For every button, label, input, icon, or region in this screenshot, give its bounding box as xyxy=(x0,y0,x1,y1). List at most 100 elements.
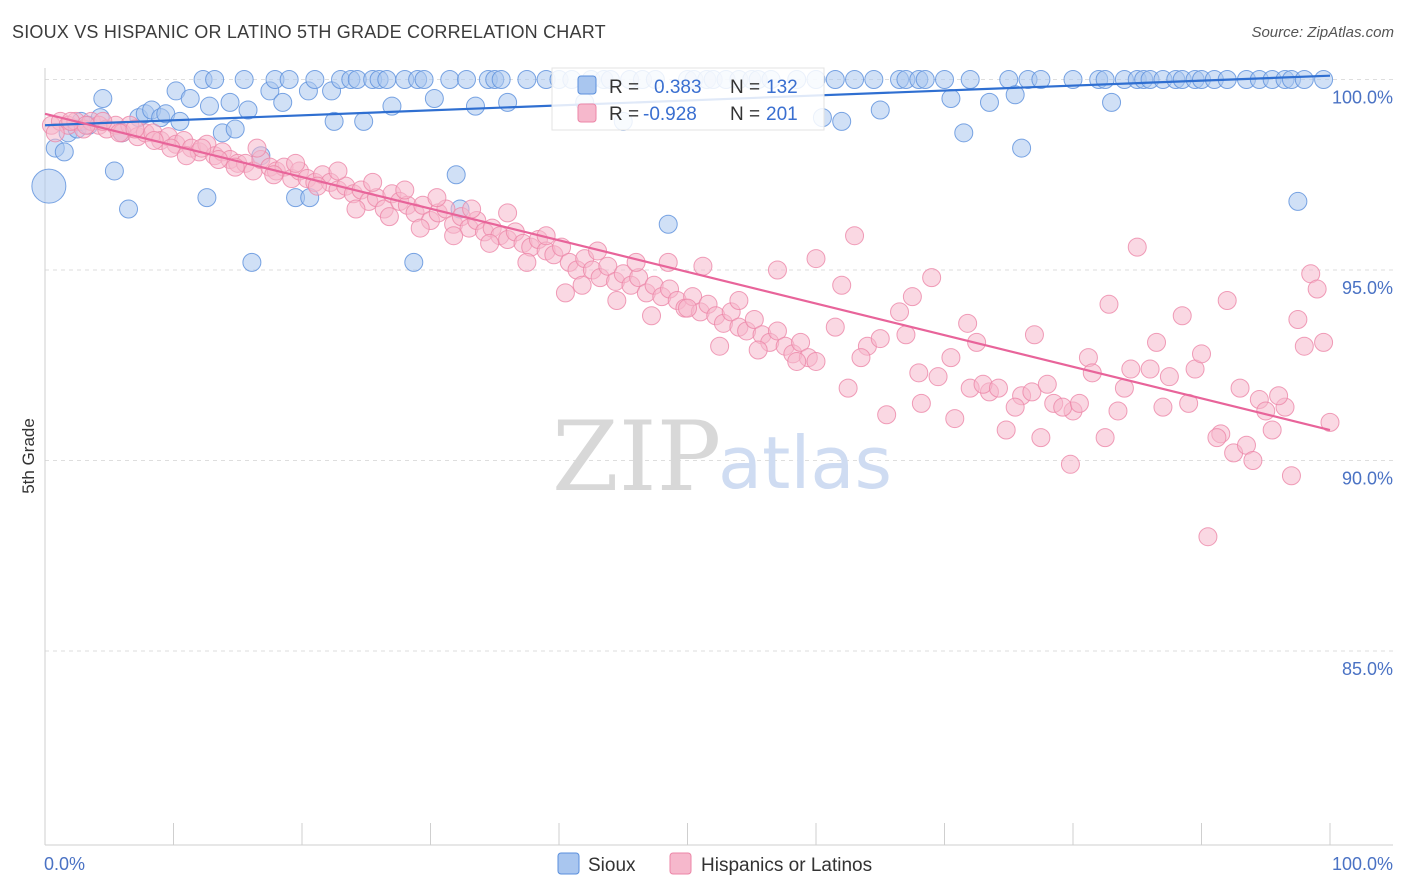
sioux-point xyxy=(491,70,511,89)
sioux-point xyxy=(104,161,124,181)
sioux-point xyxy=(960,70,980,89)
x-ticks xyxy=(44,823,1331,845)
legend-swatch-sioux xyxy=(557,852,580,875)
sioux-point xyxy=(465,96,485,116)
sioux-point xyxy=(658,214,678,234)
legend: Sioux Hispanics or Latinos xyxy=(557,852,872,876)
sioux-point xyxy=(170,111,190,131)
hisp-point xyxy=(1288,310,1308,330)
sioux-point xyxy=(915,70,935,89)
chart-title: SIOUX VS HISPANIC OR LATINO 5TH GRADE CO… xyxy=(12,22,606,42)
hisp-point xyxy=(832,275,852,295)
hisp-point xyxy=(678,298,697,318)
hisp-point xyxy=(572,275,592,295)
sioux-point xyxy=(1314,70,1334,89)
hisp-point xyxy=(598,256,618,276)
hisp-point xyxy=(1294,336,1314,356)
hisp-point xyxy=(806,249,826,269)
source-label: Source: ZipAtlas.com xyxy=(1251,24,1394,41)
hisp-point xyxy=(517,252,537,272)
sioux-point xyxy=(1294,70,1314,89)
hisp-point xyxy=(890,302,910,322)
hisp-point xyxy=(941,348,961,368)
hisp-point xyxy=(787,351,807,371)
hisp-point xyxy=(1140,359,1160,379)
hisp-point xyxy=(710,336,730,356)
hisp-point xyxy=(1053,397,1073,417)
hisp-point xyxy=(1153,397,1173,417)
x-tick-label-max: 100.0% xyxy=(1332,854,1393,874)
hisp-point xyxy=(286,153,306,173)
sioux-point xyxy=(440,70,460,89)
hisp-point xyxy=(1281,466,1301,486)
sioux-point xyxy=(197,188,217,208)
sioux-point xyxy=(404,252,424,272)
sioux-point xyxy=(979,92,999,112)
hisp-point xyxy=(922,268,942,288)
legend-label-hisp: Hispanics or Latinos xyxy=(701,855,872,876)
hisp-point xyxy=(1099,294,1119,314)
hisp-point xyxy=(1069,393,1089,413)
sioux-point xyxy=(1288,191,1308,211)
hisp-point xyxy=(208,150,228,170)
hisp-point xyxy=(1022,382,1042,402)
hisp-point xyxy=(410,218,430,238)
sioux-point xyxy=(935,70,954,89)
sioux-point xyxy=(354,111,374,131)
hisp-point xyxy=(1005,397,1025,417)
x-tick-label-min: 0.0% xyxy=(44,854,85,874)
y-tick-labels: 85.0% 90.0% 95.0% 100.0% xyxy=(1332,88,1393,680)
sioux-point xyxy=(1102,92,1122,112)
watermark-atlas: atlas xyxy=(718,421,892,505)
hisp-point xyxy=(870,329,890,349)
hisp-point xyxy=(1207,428,1227,448)
sioux-point xyxy=(199,96,219,116)
sioux-point xyxy=(1063,70,1083,89)
sioux-point xyxy=(279,70,299,89)
hisp-point xyxy=(911,393,931,413)
sioux-point xyxy=(1095,70,1115,89)
stats-sioux-r-value: 0.383 xyxy=(654,77,702,98)
hisp-point xyxy=(791,332,811,352)
sioux-point xyxy=(31,168,67,204)
sioux-point xyxy=(825,70,845,89)
sioux-point xyxy=(424,89,444,109)
hisp-point xyxy=(945,409,965,429)
hisp-point xyxy=(851,348,871,368)
sioux-point xyxy=(941,89,961,109)
stats-hisp-r-value: -0.928 xyxy=(643,104,697,125)
hisp-point xyxy=(444,226,464,246)
hisp-point xyxy=(642,306,662,326)
sioux-point xyxy=(377,70,397,89)
stats-box: R = 0.383 N = 132 R = -0.928 N = 201 xyxy=(551,67,825,131)
sioux-point xyxy=(180,89,200,109)
sioux-point xyxy=(242,252,262,272)
stats-box-frame xyxy=(551,67,825,131)
sioux-point xyxy=(54,142,74,162)
hisp-point xyxy=(1108,401,1128,421)
hisp-point xyxy=(988,378,1008,398)
sioux-point xyxy=(845,70,865,89)
sioux-point xyxy=(864,70,884,89)
hisp-point xyxy=(748,340,768,360)
hisp-point xyxy=(1024,325,1044,345)
hisp-point xyxy=(767,260,787,280)
hisp-point xyxy=(996,420,1016,440)
hisp-point xyxy=(825,317,845,337)
y-tick-label: 95.0% xyxy=(1342,278,1393,298)
hisp-point xyxy=(1037,374,1057,394)
hisp-point xyxy=(1147,332,1167,352)
hisp-point xyxy=(395,180,415,200)
stats-sioux-r-label: R = xyxy=(609,77,639,98)
hisp-point xyxy=(958,313,978,333)
hisp-trend-line xyxy=(44,112,1331,432)
hisp-point xyxy=(1172,306,1192,326)
stats-swatch-hisp xyxy=(577,103,597,123)
legend-label-sioux: Sioux xyxy=(588,855,636,876)
hisp-point xyxy=(1217,290,1237,310)
hisp-point xyxy=(480,233,500,253)
sioux-point xyxy=(517,70,537,89)
sioux-point xyxy=(238,100,258,120)
stats-swatch-sioux xyxy=(577,75,597,95)
